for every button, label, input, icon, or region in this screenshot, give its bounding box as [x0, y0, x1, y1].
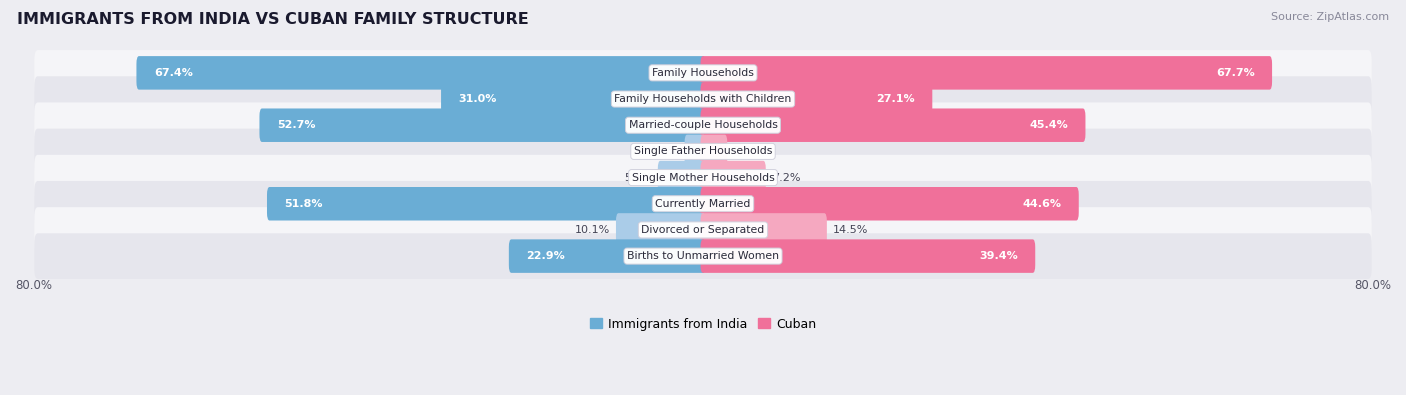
FancyBboxPatch shape	[685, 135, 706, 168]
FancyBboxPatch shape	[441, 82, 706, 116]
Text: 22.9%: 22.9%	[526, 251, 565, 261]
FancyBboxPatch shape	[34, 181, 1372, 226]
Text: Family Households with Children: Family Households with Children	[614, 94, 792, 104]
Text: 2.6%: 2.6%	[733, 147, 762, 156]
Text: 44.6%: 44.6%	[1022, 199, 1062, 209]
FancyBboxPatch shape	[658, 161, 706, 194]
FancyBboxPatch shape	[34, 207, 1372, 253]
FancyBboxPatch shape	[509, 239, 706, 273]
Text: 67.7%: 67.7%	[1216, 68, 1254, 78]
FancyBboxPatch shape	[34, 76, 1372, 122]
FancyBboxPatch shape	[260, 109, 706, 142]
FancyBboxPatch shape	[700, 239, 1035, 273]
Text: 45.4%: 45.4%	[1029, 120, 1069, 130]
FancyBboxPatch shape	[34, 155, 1372, 200]
FancyBboxPatch shape	[700, 213, 827, 247]
Text: 27.1%: 27.1%	[876, 94, 915, 104]
FancyBboxPatch shape	[616, 213, 706, 247]
Text: IMMIGRANTS FROM INDIA VS CUBAN FAMILY STRUCTURE: IMMIGRANTS FROM INDIA VS CUBAN FAMILY ST…	[17, 12, 529, 27]
FancyBboxPatch shape	[136, 56, 706, 90]
Text: Single Father Households: Single Father Households	[634, 147, 772, 156]
FancyBboxPatch shape	[700, 187, 1078, 220]
FancyBboxPatch shape	[700, 109, 1085, 142]
FancyBboxPatch shape	[700, 135, 727, 168]
Text: Married-couple Households: Married-couple Households	[628, 120, 778, 130]
Text: Single Mother Households: Single Mother Households	[631, 173, 775, 182]
Text: 1.9%: 1.9%	[651, 147, 679, 156]
Legend: Immigrants from India, Cuban: Immigrants from India, Cuban	[585, 312, 821, 336]
Text: 52.7%: 52.7%	[277, 120, 315, 130]
Text: Births to Unmarried Women: Births to Unmarried Women	[627, 251, 779, 261]
Text: Source: ZipAtlas.com: Source: ZipAtlas.com	[1271, 12, 1389, 22]
Text: 51.8%: 51.8%	[284, 199, 323, 209]
Text: Currently Married: Currently Married	[655, 199, 751, 209]
Text: 7.2%: 7.2%	[772, 173, 800, 182]
FancyBboxPatch shape	[34, 102, 1372, 148]
FancyBboxPatch shape	[34, 129, 1372, 174]
Text: Family Households: Family Households	[652, 68, 754, 78]
Text: 14.5%: 14.5%	[832, 225, 868, 235]
FancyBboxPatch shape	[34, 233, 1372, 279]
FancyBboxPatch shape	[700, 56, 1272, 90]
Text: 31.0%: 31.0%	[458, 94, 496, 104]
Text: 10.1%: 10.1%	[575, 225, 610, 235]
FancyBboxPatch shape	[267, 187, 706, 220]
FancyBboxPatch shape	[700, 82, 932, 116]
FancyBboxPatch shape	[700, 161, 766, 194]
Text: 39.4%: 39.4%	[979, 251, 1018, 261]
FancyBboxPatch shape	[34, 50, 1372, 96]
Text: 67.4%: 67.4%	[155, 68, 193, 78]
Text: Divorced or Separated: Divorced or Separated	[641, 225, 765, 235]
Text: 5.1%: 5.1%	[624, 173, 652, 182]
